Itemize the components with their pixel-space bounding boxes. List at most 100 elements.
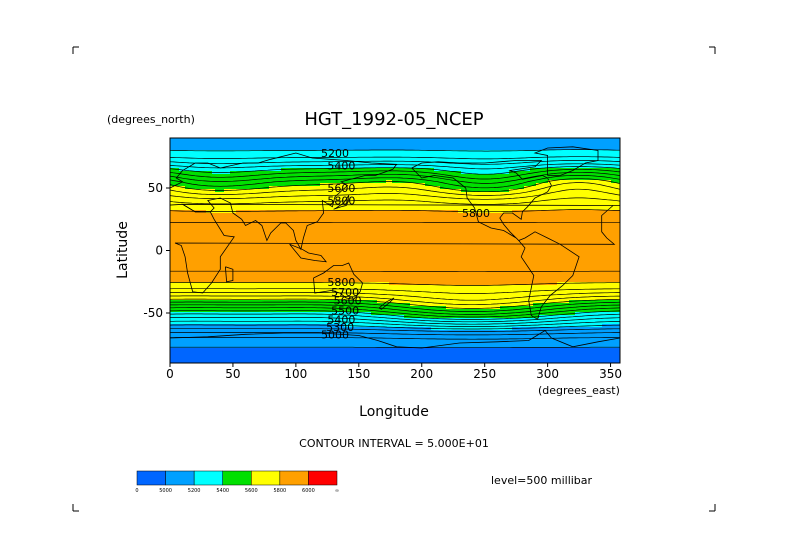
contour-label: 5000 — [321, 328, 349, 341]
band-cell — [377, 300, 570, 304]
band-cell — [269, 186, 441, 190]
x-tick-label: 350 — [599, 367, 622, 381]
contour-label: 5400 — [327, 313, 355, 326]
x-tick-label: 250 — [473, 367, 496, 381]
band-cell — [392, 180, 549, 184]
band-cell — [179, 168, 282, 172]
contour-label: 5800 — [327, 195, 355, 208]
band-cell — [170, 348, 620, 352]
contour-interval-text: CONTOUR INTERVAL = 5.000E+01 — [299, 437, 489, 450]
band-cell — [170, 141, 620, 145]
contour-label: 5600 — [334, 295, 362, 308]
band-cell — [170, 351, 620, 355]
band-cell — [170, 273, 620, 277]
contour-line — [170, 320, 620, 327]
band-cell — [170, 216, 620, 220]
y-tick-label: 50 — [148, 181, 163, 195]
colorbar-label: 5400 — [216, 488, 229, 494]
band-cell — [170, 228, 620, 232]
contour-line — [170, 197, 620, 205]
contour-line — [170, 182, 620, 196]
band-cell — [557, 282, 620, 286]
band-cell — [170, 282, 390, 286]
band-cell — [170, 147, 620, 151]
coastlines — [170, 146, 620, 349]
colorbar-label: 5000 — [159, 488, 172, 494]
band-cell — [170, 231, 620, 235]
contour-label: 5300 — [326, 321, 354, 334]
band-cell — [170, 294, 620, 298]
colorbar-label: 6000 — [302, 488, 315, 494]
contour-line — [170, 178, 620, 193]
band-cell — [170, 204, 620, 208]
colorbar-label: 5600 — [245, 488, 258, 494]
band-cell — [539, 315, 620, 319]
band-cell — [170, 276, 620, 280]
contour-line — [170, 156, 620, 160]
contour-line — [170, 188, 620, 200]
contour-label: 5700 — [331, 286, 359, 299]
band-cell — [170, 291, 620, 295]
band-cell — [170, 153, 620, 157]
x-tick-label: 100 — [284, 367, 307, 381]
y-axis-label: Latitude — [115, 221, 131, 279]
colorbar-swatch — [136, 470, 166, 486]
band-cell — [170, 258, 620, 262]
contour-label: 5500 — [331, 305, 359, 318]
band-cell — [170, 342, 620, 346]
crop-marks — [72, 46, 716, 512]
band-cell — [170, 336, 620, 340]
band-cell — [461, 171, 510, 175]
colorbar-label: 5200 — [188, 488, 201, 494]
band-cell — [170, 255, 620, 259]
x-tick-label: 200 — [410, 367, 433, 381]
band-cell — [170, 210, 207, 214]
coastline — [225, 266, 234, 283]
contour-line — [170, 337, 620, 340]
band-cell — [170, 201, 620, 205]
band-cell — [170, 357, 620, 361]
contour-line — [170, 168, 620, 180]
x-axis-label: Longitude — [359, 404, 429, 420]
band-cell — [509, 189, 620, 193]
contour-line — [170, 171, 620, 184]
crop-mark-bottom-right — [709, 504, 716, 512]
crop-mark-top-left — [72, 46, 79, 54]
band-cell — [500, 306, 620, 310]
colorbar-swatch — [193, 470, 223, 486]
coastline — [411, 160, 580, 320]
band-cell — [170, 318, 620, 322]
band-cell — [530, 168, 620, 172]
contour-line — [170, 317, 620, 325]
coastline — [378, 297, 395, 310]
band-cell — [170, 150, 620, 154]
band-cell — [170, 285, 620, 289]
band-cell — [170, 177, 620, 181]
contour-lines — [170, 149, 620, 349]
band-cell — [170, 156, 620, 160]
contour-line — [170, 175, 620, 189]
band-cell — [371, 312, 576, 316]
colorbar-label: ∞ — [335, 488, 339, 494]
colorbar: 0 5000 5200 5400 5600 5800 6000 ∞ — [135, 470, 339, 494]
band-cell — [170, 267, 620, 271]
contour-labels: 5200540056005800580058005700560055005400… — [321, 147, 490, 341]
band-cell — [536, 183, 620, 187]
contour-line — [170, 307, 620, 318]
x-tick-label: 0 — [166, 367, 174, 381]
contour-line — [170, 209, 620, 213]
band-cell — [170, 252, 620, 256]
band-cell — [602, 324, 620, 328]
band-cell — [170, 330, 620, 334]
band-cell — [170, 270, 620, 274]
band-cell — [446, 306, 501, 310]
band-cell — [461, 189, 510, 193]
band-cell — [170, 249, 620, 253]
band-cell — [512, 210, 620, 214]
level-text: level=500 millibar — [491, 474, 593, 487]
colorbar-swatch — [222, 470, 252, 486]
plot-area: 5200540056005800580058005700560055005400… — [170, 138, 620, 363]
band-cell — [170, 186, 186, 190]
contour-line — [170, 295, 620, 306]
